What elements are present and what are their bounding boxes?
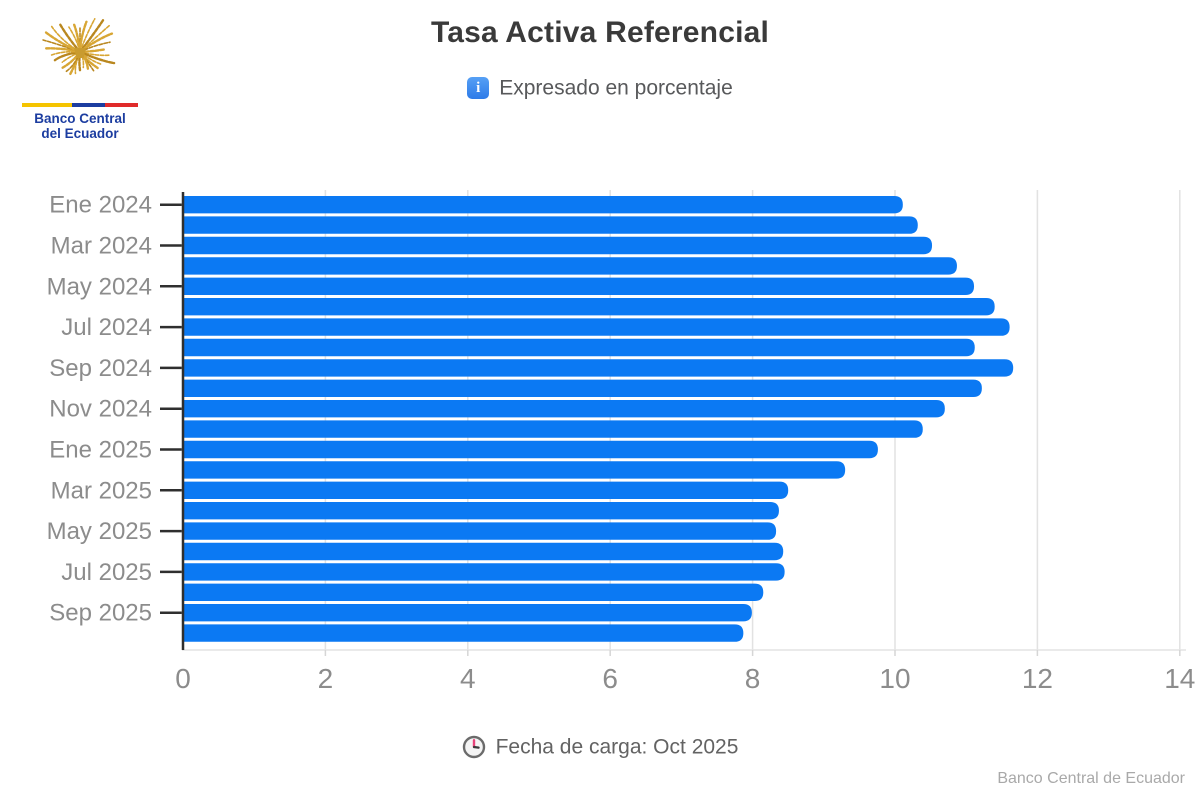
bar[interactable] bbox=[183, 522, 777, 540]
y-tick-label: Mar 2025 bbox=[51, 477, 152, 504]
bar[interactable] bbox=[183, 216, 918, 234]
bar[interactable] bbox=[183, 624, 744, 642]
y-tick-label: Mar 2024 bbox=[51, 233, 152, 260]
y-tick-label: May 2025 bbox=[47, 518, 152, 545]
load-date-text: Fecha de carga: Oct 2025 bbox=[495, 735, 739, 759]
x-tick-label: 8 bbox=[745, 663, 761, 694]
ecuador-flag-stripe bbox=[22, 103, 138, 107]
wheat-sun-emblem-icon bbox=[42, 18, 116, 76]
logo-text-line1: Banco Central bbox=[34, 111, 126, 126]
x-tick-label: 6 bbox=[602, 663, 618, 694]
x-tick-label: 2 bbox=[318, 663, 334, 694]
y-tick-label: Ene 2025 bbox=[49, 437, 152, 464]
bar[interactable] bbox=[183, 440, 878, 459]
bar[interactable] bbox=[183, 420, 923, 438]
bar[interactable] bbox=[183, 318, 1010, 336]
logo-text-line2: del Ecuador bbox=[41, 125, 119, 141]
bar[interactable] bbox=[183, 502, 779, 520]
y-tick-label: Sep 2024 bbox=[49, 355, 152, 382]
bar-chart: Ene 2024 Mar 2024 May 2024 Jul 2024 Sep 2024… bbox=[47, 190, 1195, 694]
bar[interactable] bbox=[183, 542, 784, 561]
y-tick-label: Sep 2025 bbox=[49, 600, 152, 627]
bar[interactable] bbox=[183, 461, 846, 479]
y-tick-label: May 2024 bbox=[47, 273, 152, 300]
bar[interactable] bbox=[183, 563, 785, 581]
bar[interactable] bbox=[183, 338, 975, 357]
x-tick-label: 14 bbox=[1164, 663, 1195, 694]
subtitle-text: Expresado en porcentaje bbox=[499, 76, 733, 100]
y-tick-label: Ene 2024 bbox=[49, 192, 152, 219]
x-tick-label: 10 bbox=[879, 663, 910, 694]
bar[interactable] bbox=[183, 236, 933, 255]
logo-text: Banco Central del Ecuador bbox=[22, 111, 138, 141]
bce-logo: Banco Central del Ecuador bbox=[22, 8, 138, 141]
bar[interactable] bbox=[183, 257, 957, 275]
bar[interactable] bbox=[183, 604, 752, 622]
y-tick-label: Nov 2024 bbox=[49, 396, 152, 423]
bar[interactable] bbox=[183, 379, 982, 397]
bar[interactable] bbox=[183, 277, 975, 295]
chart-area: Ene 2024 Mar 2024 May 2024 Jul 2024 Sep 2024… bbox=[0, 160, 1200, 720]
chart-subtitle: i Expresado en porcentaje bbox=[0, 76, 1200, 100]
bar[interactable] bbox=[183, 481, 789, 499]
bar[interactable] bbox=[183, 298, 995, 316]
info-icon: i bbox=[467, 77, 490, 100]
load-date-footer: Fecha de carga: Oct 2025 bbox=[0, 735, 1200, 759]
y-tick-label: Jul 2025 bbox=[61, 559, 152, 586]
chart-title: Tasa Activa Referencial bbox=[430, 16, 770, 49]
clock-icon bbox=[462, 736, 485, 759]
x-tick-label: 12 bbox=[1022, 663, 1053, 694]
bar[interactable] bbox=[183, 196, 903, 214]
bar[interactable] bbox=[183, 400, 945, 418]
bar[interactable] bbox=[183, 583, 764, 601]
y-tick-label: Jul 2024 bbox=[61, 314, 152, 341]
bar[interactable] bbox=[183, 359, 1014, 377]
x-tick-label: 0 bbox=[175, 663, 191, 694]
attribution-text: Banco Central de Ecuador bbox=[997, 770, 1185, 787]
x-tick-label: 4 bbox=[460, 663, 476, 694]
